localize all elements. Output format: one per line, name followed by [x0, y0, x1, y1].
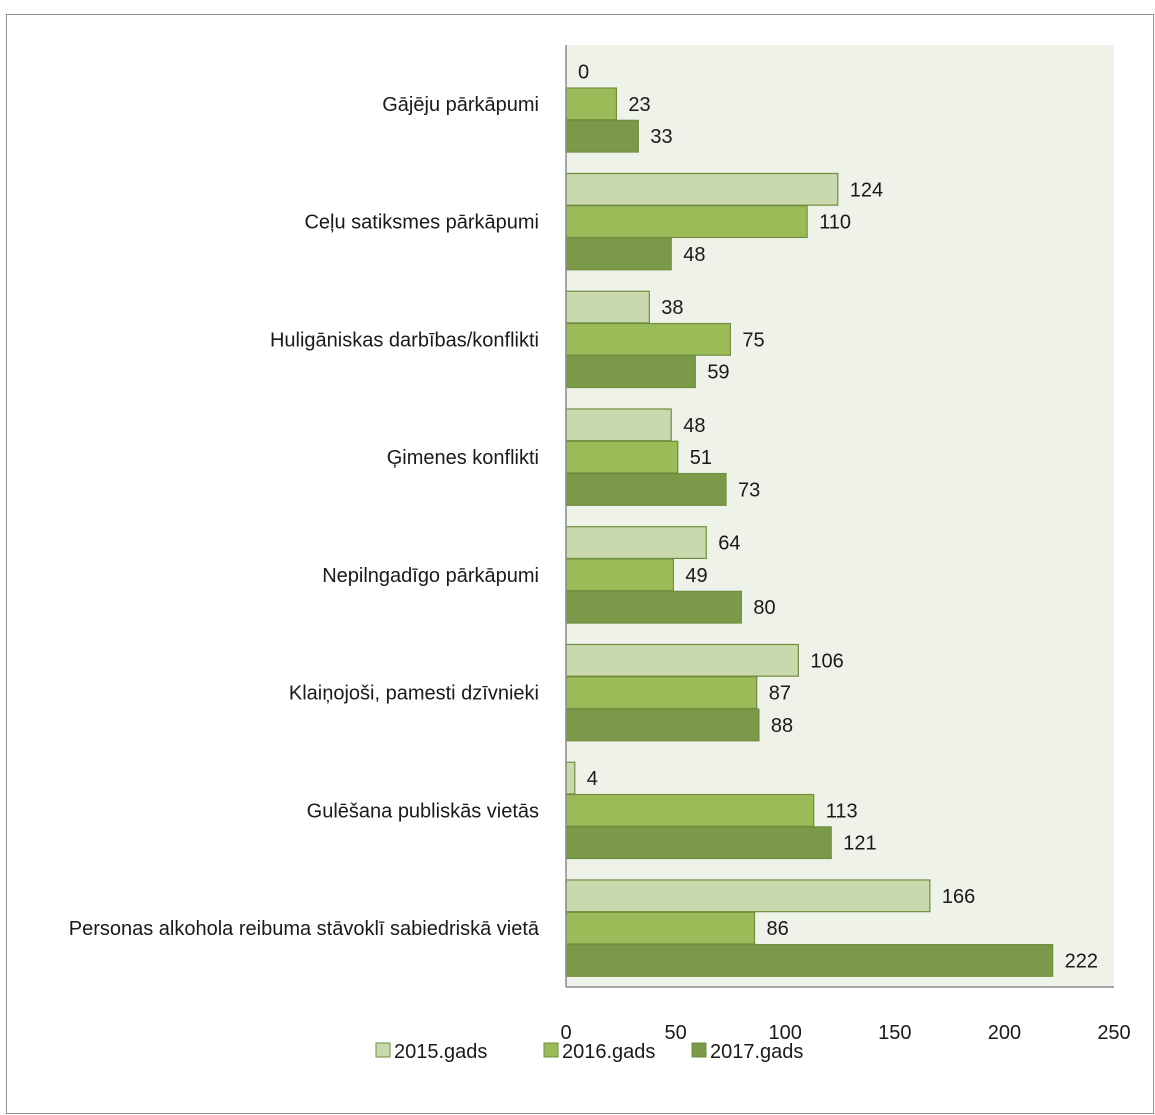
data-label: 106	[810, 650, 843, 672]
category-label: Gulēšana publiskās vietās	[307, 800, 539, 822]
data-label: 0	[578, 62, 589, 84]
bar-2017-gads	[565, 237, 672, 271]
data-label: 110	[819, 212, 851, 234]
bar-2017-gads	[565, 590, 742, 624]
data-label: 49	[685, 565, 707, 587]
x-tick-label: 0	[560, 1022, 571, 1044]
data-label: 121	[843, 833, 876, 855]
category-label: Huligāniskas darbības/konflikti	[270, 329, 539, 351]
chart-frame: Gājēju pārkāpumi 0 23 33 Ceļu satiksmes pārk…	[6, 14, 1154, 1114]
data-label: 87	[769, 683, 791, 705]
bar-2015-gads	[565, 408, 672, 442]
category-label: Ģimenes konflikti	[387, 447, 539, 469]
bar-2015-gads	[565, 290, 650, 324]
bar-2017-gads	[565, 355, 696, 389]
legend-swatch	[543, 1042, 559, 1058]
bar-2015-gads	[565, 526, 707, 560]
x-tick-label: 100	[769, 1022, 802, 1044]
category-label: Personas alkohola reibuma stāvoklī sabie…	[69, 918, 540, 940]
data-label: 113	[826, 800, 858, 822]
category-label: Gājēju pārkāpumi	[382, 94, 539, 116]
category-label: Klaiņojoši, pamesti dzīvnieki	[289, 683, 539, 705]
data-label: 59	[707, 362, 729, 384]
bar-2015-gads	[565, 643, 799, 677]
bar-2016-gads	[565, 676, 758, 710]
data-label: 38	[661, 297, 683, 319]
bar-2016-gads	[565, 87, 618, 121]
bar-2016-gads	[565, 911, 756, 945]
data-label: 73	[738, 479, 760, 501]
data-label: 86	[767, 918, 789, 940]
legend-label: 2017.gads	[710, 1041, 803, 1063]
bar-2015-gads	[565, 172, 839, 206]
data-label: 48	[683, 244, 705, 266]
data-label: 75	[742, 329, 764, 351]
bar-2016-gads	[565, 205, 808, 239]
data-label: 4	[587, 768, 598, 790]
x-tick-label: 50	[664, 1022, 686, 1044]
bar-2016-gads	[565, 322, 731, 356]
bar-2017-gads	[565, 472, 727, 506]
x-tick-label: 150	[878, 1022, 911, 1044]
bar-2016-gads	[565, 440, 679, 474]
legend-label: 2015.gads	[394, 1041, 487, 1063]
bar-2016-gads	[565, 558, 675, 592]
bar-2017-gads	[565, 826, 832, 860]
legend-swatch	[691, 1042, 707, 1058]
data-label: 124	[850, 179, 883, 201]
category-label: Ceļu satiksmes pārkāpumi	[304, 212, 539, 234]
bar-2015-gads	[565, 761, 576, 795]
data-label: 64	[718, 533, 740, 555]
bar-2015-gads	[565, 879, 931, 913]
bar-2017-gads	[565, 943, 1054, 977]
bar-2017-gads	[565, 119, 639, 153]
data-label: 222	[1065, 950, 1098, 972]
data-label: 80	[753, 597, 775, 619]
data-label: 33	[650, 126, 672, 148]
data-label: 88	[771, 715, 793, 737]
legend-swatch	[375, 1042, 391, 1058]
data-label: 23	[628, 94, 650, 116]
legend-label: 2016.gads	[562, 1041, 655, 1063]
x-tick-label: 250	[1097, 1022, 1130, 1044]
x-tick-label: 200	[988, 1022, 1021, 1044]
bar-2017-gads	[565, 708, 760, 742]
bar-2016-gads	[565, 793, 815, 827]
data-label: 51	[690, 447, 712, 469]
category-label: Nepilngadīgo pārkāpumi	[322, 565, 539, 587]
data-label: 48	[683, 415, 705, 437]
data-label: 166	[942, 886, 975, 908]
